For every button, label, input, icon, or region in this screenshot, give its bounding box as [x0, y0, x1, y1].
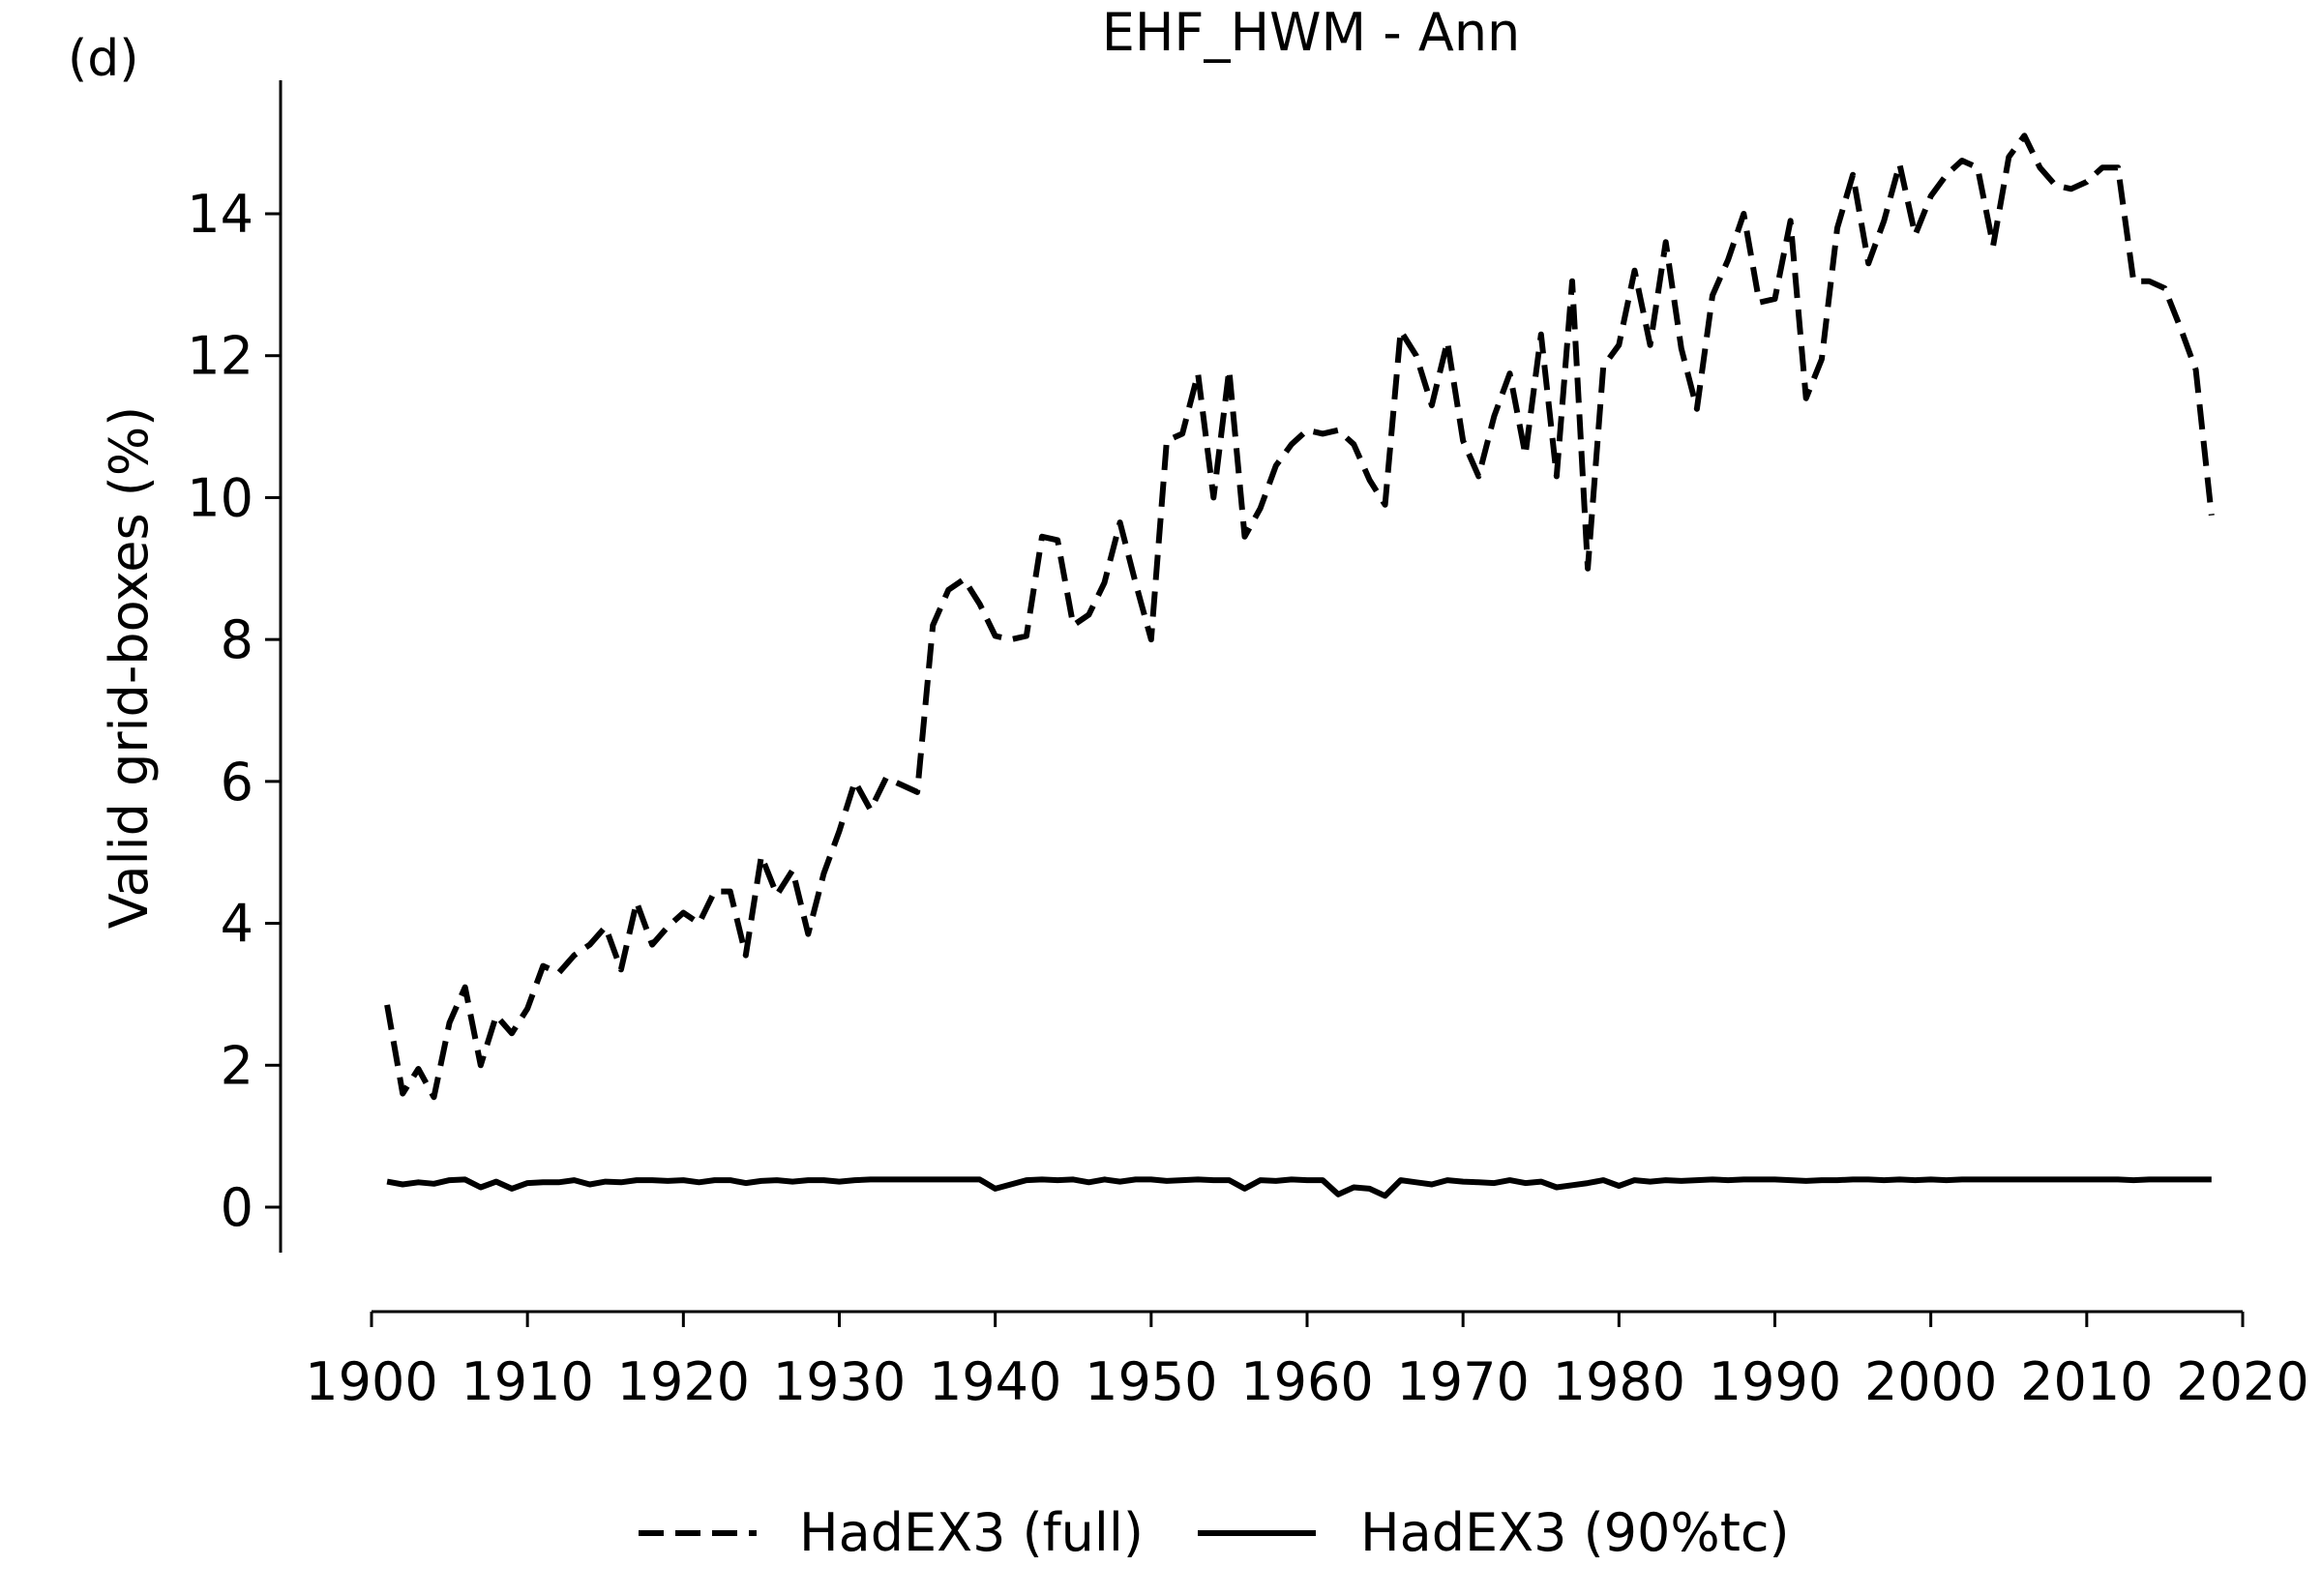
- x-tick-label: 1910: [461, 1351, 593, 1412]
- chart-title: EHF_HWM - Ann: [1102, 2, 1521, 63]
- x-tick-label: 1950: [1085, 1351, 1217, 1412]
- x-tick-label: 1930: [773, 1351, 906, 1412]
- x-tick-label: 1900: [305, 1351, 437, 1412]
- x-tick-label: 2020: [2176, 1351, 2308, 1412]
- series-line-full: [384, 133, 2215, 1101]
- x-tick-label: 1980: [1553, 1351, 1685, 1412]
- panel-label: (d): [68, 30, 139, 88]
- y-tick-label: 14: [187, 184, 253, 245]
- y-axis-label: Valid grid-boxes (%): [99, 406, 160, 929]
- legend: HadEX3 (full) HadEX3 (90%tc): [639, 1502, 1790, 1563]
- y-tick-label: 2: [221, 1035, 253, 1096]
- legend-label-full: HadEX3 (full): [799, 1502, 1144, 1563]
- x-ticks: 1900 1910 1920 1930 1940 1950 1960 1970 1980 1990…: [305, 1312, 2309, 1412]
- series-line-90tc: [386, 1176, 2212, 1199]
- x-tick-label: 1920: [617, 1351, 750, 1412]
- legend-label-90tc: HadEX3 (90%tc): [1360, 1502, 1790, 1563]
- x-tick-label: 1960: [1240, 1351, 1373, 1412]
- y-tick-label: 12: [187, 326, 253, 387]
- x-tick-label: 1970: [1396, 1351, 1529, 1412]
- y-tick-label: 10: [187, 467, 253, 528]
- y-tick-label: 6: [221, 752, 253, 813]
- x-tick-label: 2010: [2020, 1351, 2153, 1412]
- x-tick-label: 1990: [1709, 1351, 1841, 1412]
- y-tick-label: 8: [221, 609, 253, 670]
- y-tick-label: 4: [221, 894, 253, 955]
- y-ticks: 0 2 4 6 8 10 12 14: [187, 184, 281, 1238]
- x-tick-label: 1940: [929, 1351, 1061, 1412]
- x-tick-label: 2000: [1864, 1351, 1997, 1412]
- y-tick-label: 0: [221, 1177, 253, 1238]
- series-layer: [384, 133, 2215, 1199]
